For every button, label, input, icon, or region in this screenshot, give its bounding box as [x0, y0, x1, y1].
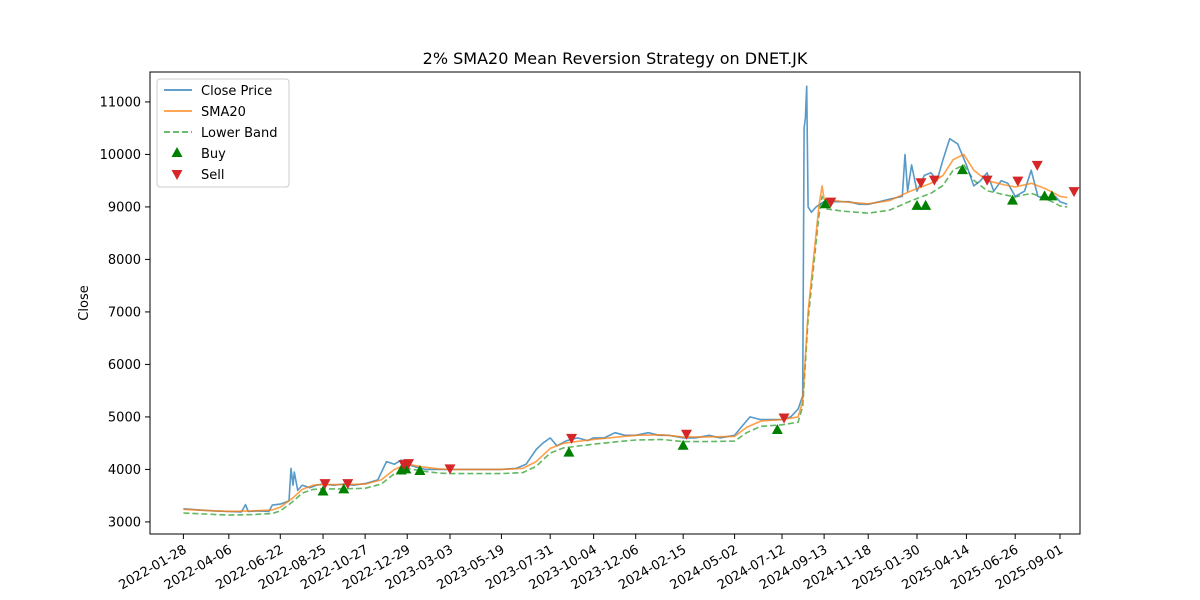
y-tick-label: 3000	[108, 515, 141, 530]
series-line-sma20	[183, 153, 1068, 513]
y-tick-label: 8000	[108, 253, 141, 268]
legend: Close Price SMA20 Lower Band Buy Sell	[156, 78, 290, 188]
legend-swatch-sell	[171, 170, 183, 180]
legend-label-buy: Buy	[201, 147, 226, 162]
sell-marker	[1031, 160, 1043, 171]
plot-frame	[149, 71, 1081, 535]
buy-marker	[819, 198, 831, 209]
sell-marker	[403, 459, 415, 470]
sell-marker	[680, 429, 692, 440]
y-tick-label: 5000	[108, 410, 141, 425]
plot-area	[183, 85, 1080, 516]
buy-marker	[400, 463, 412, 474]
legend-box	[156, 78, 290, 188]
sell-marker	[1068, 187, 1080, 198]
buy-marker	[1046, 190, 1058, 201]
sell-marker	[319, 479, 331, 490]
y-tick-label: 10000	[100, 148, 141, 163]
buy-marker	[911, 199, 923, 210]
buy-marker	[677, 439, 689, 450]
buy-marker	[1007, 194, 1019, 205]
sell-marker	[566, 433, 578, 444]
chart-title: 2% SMA20 Mean Reversion Strategy on DNET…	[423, 49, 808, 68]
legend-swatch-buy	[171, 147, 183, 157]
sell-marker	[915, 178, 927, 189]
buy-marker	[563, 446, 575, 457]
buy-marker	[771, 424, 783, 435]
y-tick-label: 4000	[108, 463, 141, 478]
y-tick-label: 9000	[108, 200, 141, 215]
sell-marker	[928, 175, 940, 186]
y-tick-label: 6000	[108, 358, 141, 373]
sell-marker	[778, 413, 790, 424]
legend-label-sell: Sell	[201, 168, 224, 183]
y-axis-label: Close	[77, 285, 92, 320]
sell-marker	[1012, 176, 1024, 187]
buy-marker	[317, 485, 329, 496]
buy-marker	[338, 483, 350, 494]
sell-marker	[444, 464, 456, 475]
legend-label-lower-band: Lower Band	[201, 126, 277, 141]
y-tick-label: 7000	[108, 305, 141, 320]
sell-marker	[825, 197, 837, 208]
buy-marker	[414, 465, 426, 475]
buy-marker	[1039, 190, 1051, 201]
y-tick-label: 11000	[100, 95, 141, 110]
legend-label-sma20: SMA20	[201, 105, 246, 120]
y-axis: 3000 4000 5000 6000 7000 8000 9000 10000 11000	[100, 95, 150, 530]
series-line-lower-band	[183, 164, 1068, 516]
sell-marker	[342, 479, 354, 490]
buy-marker	[956, 164, 968, 175]
legend-label-close-price: Close Price	[201, 84, 272, 99]
sell-marker	[981, 175, 993, 186]
buy-marker	[920, 199, 932, 210]
